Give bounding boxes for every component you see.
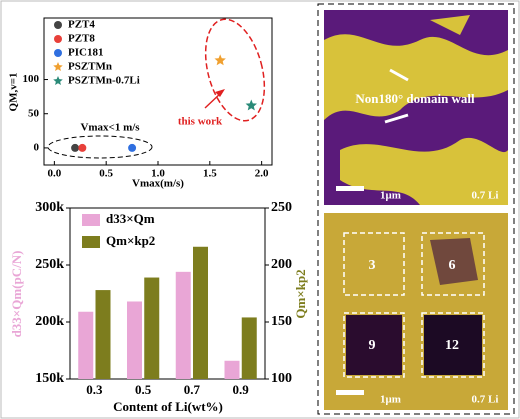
y-tick-label: 200k bbox=[35, 314, 64, 329]
point bbox=[245, 99, 257, 111]
y-tick-label: 0 bbox=[34, 141, 40, 153]
arrow bbox=[389, 68, 409, 82]
bar bbox=[175, 271, 191, 379]
ellipse bbox=[47, 135, 153, 159]
legend-label: PZT4 bbox=[68, 19, 95, 31]
x-axis-label: Vmax(m/s) bbox=[132, 178, 184, 190]
region-label: 12 bbox=[445, 338, 459, 353]
region-label: 9 bbox=[369, 338, 376, 353]
x-tick-label: 0.9 bbox=[233, 382, 250, 397]
bar bbox=[193, 246, 208, 379]
y-tick-label: 150k bbox=[35, 371, 64, 386]
point bbox=[214, 54, 226, 66]
y-axis-label: d33×Qm(pC/N) bbox=[9, 251, 24, 338]
y2-tick-label: 150 bbox=[271, 314, 292, 329]
y-tick-label: 100 bbox=[23, 73, 40, 85]
image-panel bbox=[317, 3, 515, 415]
sample-label: 0.7 Li bbox=[472, 394, 499, 406]
sample-label: 0.7 Li bbox=[472, 190, 499, 202]
x-axis-label: Content of Li(wt%) bbox=[113, 399, 223, 414]
legend-label: PIC181 bbox=[68, 47, 103, 59]
legend-marker bbox=[54, 35, 62, 43]
y-axis-label: QM,v=1 bbox=[8, 73, 20, 112]
image bbox=[324, 213, 508, 410]
region-label: 6 bbox=[449, 258, 456, 273]
legend-marker bbox=[53, 62, 63, 72]
legend-label: PZT8 bbox=[68, 33, 95, 45]
legend-swatch bbox=[82, 214, 100, 226]
point bbox=[128, 143, 137, 152]
image-texture bbox=[324, 15, 508, 205]
x-tick-label: 0.5 bbox=[99, 168, 113, 180]
point bbox=[71, 143, 80, 152]
x-tick-label: 2.0 bbox=[255, 168, 269, 180]
arrow bbox=[384, 113, 409, 124]
scale-label: 1μm bbox=[380, 190, 401, 202]
y2-tick-label: 200 bbox=[271, 257, 292, 272]
scale-label: 1μm bbox=[380, 394, 401, 406]
annotation: Vmax<1 m/s bbox=[80, 122, 140, 134]
y2-tick-label: 100 bbox=[271, 371, 292, 386]
x-tick-label: 0.0 bbox=[47, 168, 61, 180]
x-tick-label: 0.7 bbox=[184, 382, 201, 397]
y2-tick-label: 250 bbox=[271, 200, 292, 215]
image-texture bbox=[424, 315, 482, 375]
bar bbox=[78, 311, 94, 379]
x-tick-label: 0.3 bbox=[86, 382, 103, 397]
legend-marker bbox=[53, 76, 63, 86]
legend-marker bbox=[54, 21, 62, 29]
legend-label: PSZTMn bbox=[68, 61, 112, 73]
bar bbox=[127, 301, 142, 379]
plot-frame bbox=[69, 207, 266, 380]
x-tick-label: 0.5 bbox=[135, 382, 152, 397]
bar bbox=[224, 360, 240, 379]
x-tick-label: 1.5 bbox=[203, 168, 217, 180]
bar bbox=[144, 277, 160, 379]
image-texture bbox=[430, 238, 478, 285]
legend-label: d33×Qm bbox=[106, 211, 155, 226]
legend-marker bbox=[54, 49, 62, 57]
bar bbox=[241, 317, 257, 379]
annotation: this work bbox=[178, 116, 223, 128]
ellipse bbox=[204, 18, 266, 122]
x-tick-label: 1.0 bbox=[151, 168, 165, 180]
point bbox=[78, 143, 87, 152]
legend-label: Qm×kp2 bbox=[106, 233, 155, 248]
bar bbox=[95, 290, 111, 379]
y-tick-label: 50 bbox=[28, 107, 40, 119]
image-texture bbox=[346, 315, 402, 375]
y-tick-label: 300k bbox=[35, 200, 64, 215]
legend-label: PSZTMn-0.7Li bbox=[68, 75, 140, 87]
region-label: 3 bbox=[369, 258, 376, 273]
legend-swatch bbox=[82, 236, 100, 248]
scale-bar bbox=[336, 186, 364, 191]
image-label: Non180° domain wall bbox=[355, 91, 475, 106]
scale-bar bbox=[336, 390, 364, 395]
region-boxes bbox=[343, 232, 485, 378]
y-tick-label: 250k bbox=[35, 257, 64, 272]
y2-axis-label: Qm×kp2 bbox=[293, 269, 308, 318]
arrow-head bbox=[215, 89, 225, 97]
